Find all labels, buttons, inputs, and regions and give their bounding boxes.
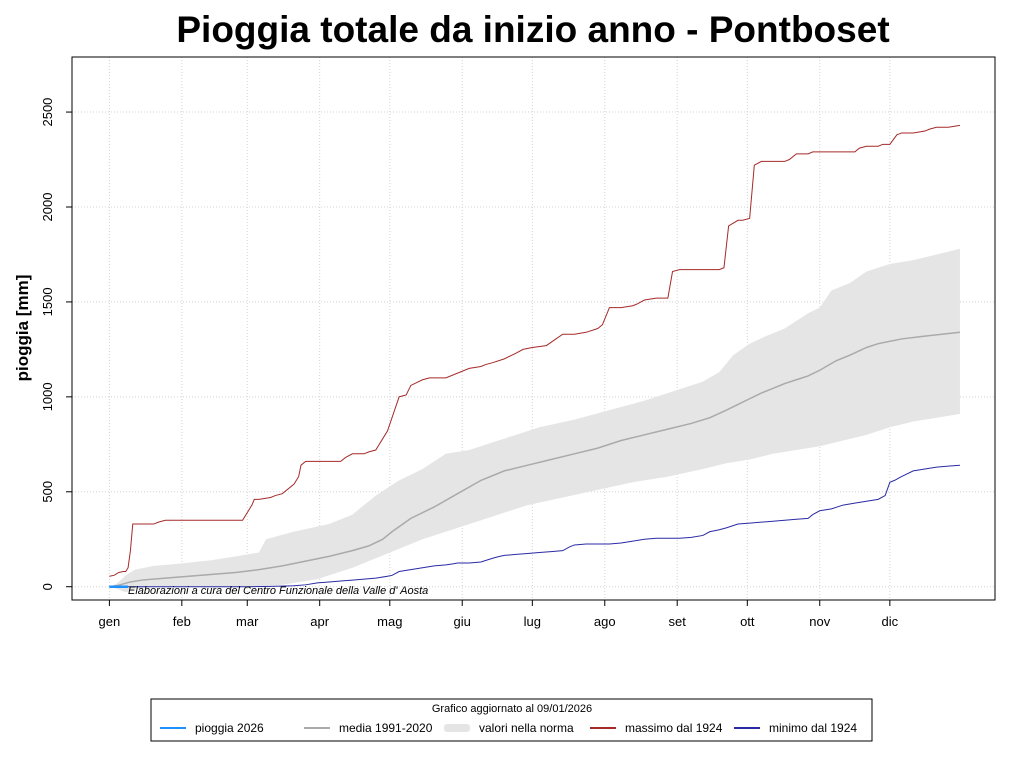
x-tick-label: mag [377,614,402,629]
plot-frame [71,56,996,601]
x-tick-label: dic [882,614,899,629]
x-tick-label: set [669,614,687,629]
chart-title: Pioggia totale da inizio anno - Pontbose… [176,9,889,50]
legend-label: minimo dal 1924 [769,721,857,735]
legend: Grafico aggiornato al 09/01/2026 pioggia… [150,698,873,742]
x-tick-label: nov [809,614,830,629]
legend-label: massimo dal 1924 [625,721,723,735]
x-tick-label: lug [524,614,541,629]
y-tick-label: 2000 [40,193,55,222]
x-tick-label: mar [236,614,259,629]
series-lines [109,124,961,588]
legend-label: media 1991-2020 [339,721,433,735]
legend-label: valori nella norma [479,721,574,735]
x-tick-label: gen [99,614,121,629]
legend-swatch-band [444,724,470,732]
mean-line [109,331,961,588]
legend-title: Grafico aggiornato al 09/01/2026 [432,703,592,715]
y-axis-label: pioggia [mm] [13,275,32,382]
x-tick-label: feb [173,614,191,629]
x-tick-label: giu [454,614,471,629]
y-tick-label: 500 [40,481,55,503]
legend-label: pioggia 2026 [195,721,264,735]
x-tick-label: apr [310,614,329,629]
norm-band [109,248,960,593]
max-line [109,124,961,577]
legend-box [150,698,873,742]
grid [72,57,995,600]
y-axis: 0 500 1000 1500 2000 2500 [40,98,72,590]
min-line [109,464,960,588]
norm-band-area [109,248,960,593]
x-tick-label: ott [740,614,755,629]
credits-annotation: Elaborazioni a cura del Centro Funzional… [128,585,428,597]
y-tick-label: 2500 [40,98,55,127]
y-tick-label: 0 [40,583,55,590]
x-axis: gen feb mar apr mag giu lug ago set ott nov dic [99,600,899,629]
x-tick-label: ago [594,614,616,629]
y-tick-label: 1000 [40,382,55,411]
y-tick-label: 1500 [40,287,55,316]
